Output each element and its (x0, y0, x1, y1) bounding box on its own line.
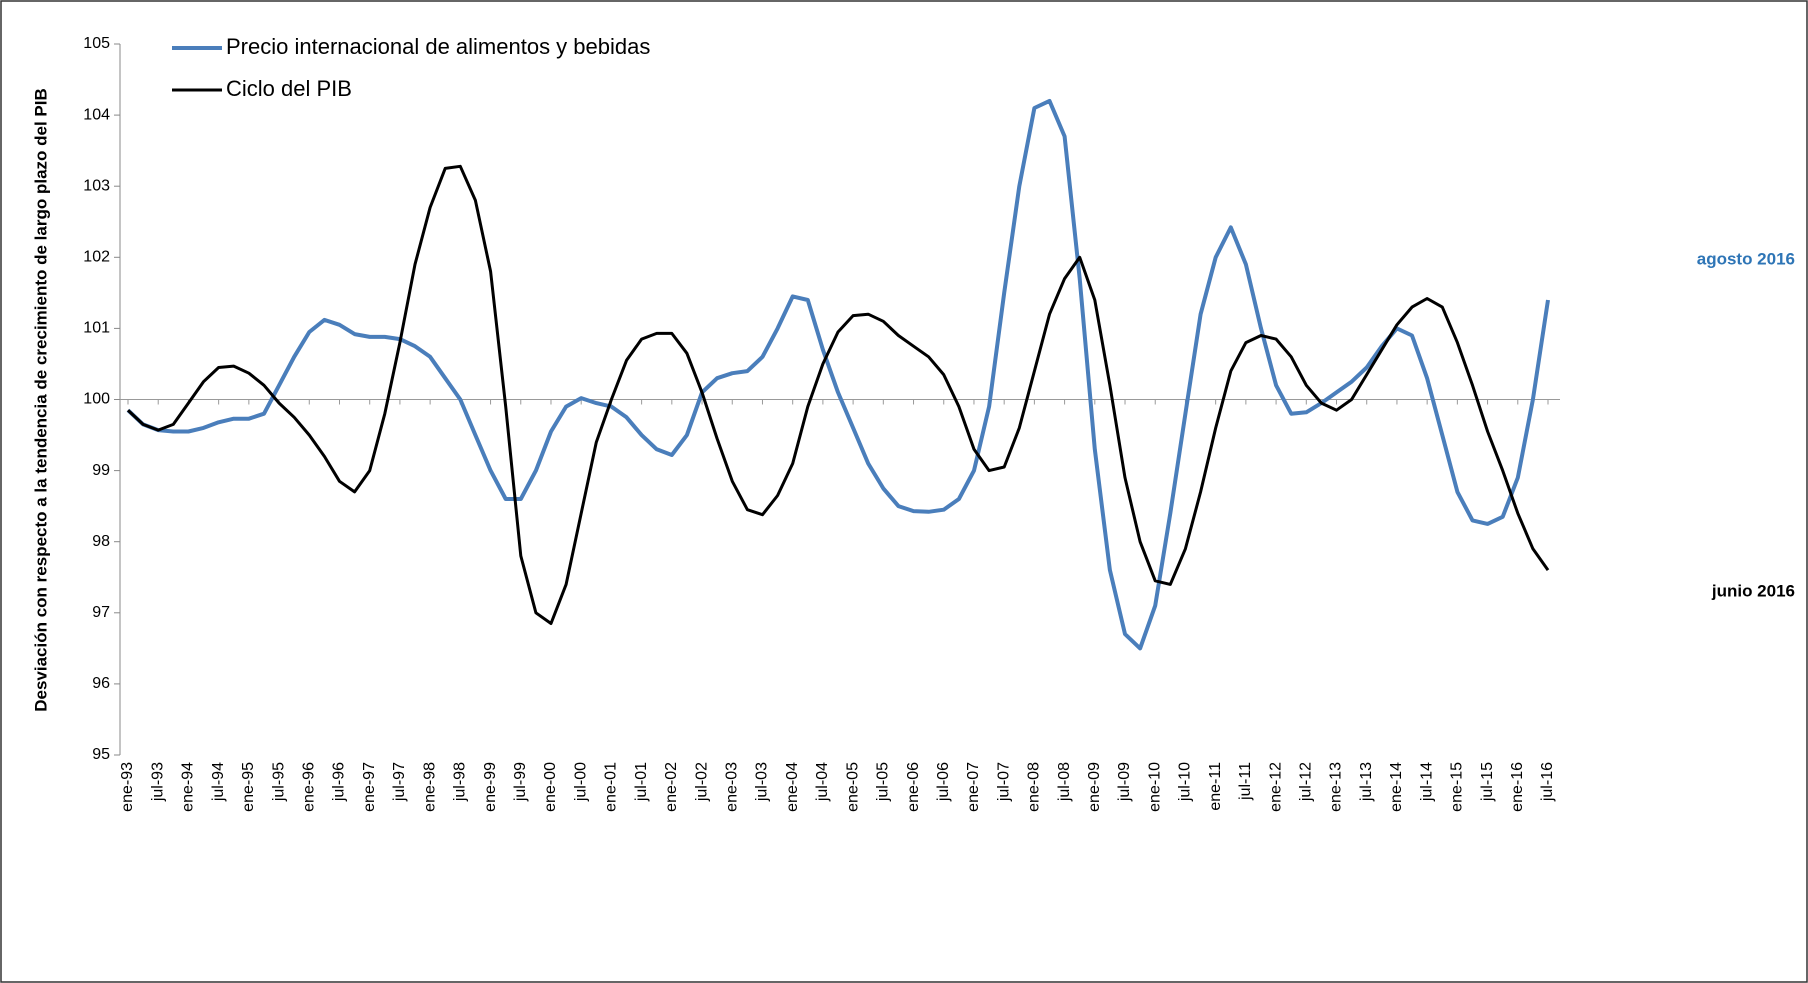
x-tick-label: ene-05 (844, 762, 861, 812)
x-tick-label: ene-01 (603, 762, 620, 812)
x-tick-label: jul-97 (391, 762, 408, 802)
x-tick-label: jul-09 (1116, 762, 1133, 802)
x-tick-label: ene-99 (482, 762, 499, 812)
x-tick-label: ene-08 (1026, 762, 1043, 812)
x-tick-label: ene-11 (1207, 762, 1224, 811)
x-tick-label: ene-96 (300, 762, 317, 812)
x-tick-label: jul-12 (1298, 762, 1315, 802)
y-tick-label: 102 (83, 249, 110, 266)
x-tick-label: jul-13 (1358, 762, 1375, 802)
x-tick-label: jul-95 (270, 762, 287, 802)
x-tick-label: jul-96 (331, 762, 348, 802)
x-tick-label: ene-93 (119, 762, 136, 812)
x-tick-label: ene-16 (1509, 762, 1526, 812)
x-tick-label: ene-95 (240, 762, 257, 812)
x-tick-label: jul-04 (814, 762, 831, 802)
x-tick-label: jul-08 (1056, 762, 1073, 802)
x-tick-label: ene-03 (723, 762, 740, 812)
x-tick-label: jul-00 (572, 762, 589, 802)
x-tick-label: jul-11 (1237, 762, 1254, 801)
legend-label: Ciclo del PIB (226, 76, 352, 101)
x-tick-label: ene-98 (421, 762, 438, 812)
x-tick-label: ene-94 (180, 762, 197, 812)
x-tick-label: ene-00 (542, 762, 559, 812)
x-tick-label: ene-12 (1267, 762, 1284, 812)
x-tick-label: jul-02 (693, 762, 710, 802)
y-tick-label: 99 (92, 462, 110, 479)
x-tick-label: jul-15 (1479, 762, 1496, 802)
y-tick-label: 100 (83, 391, 110, 408)
annotation: agosto 2016 (1697, 249, 1795, 268)
x-tick-label: ene-13 (1328, 762, 1345, 812)
x-tick-label: jul-14 (1418, 762, 1435, 802)
x-tick-label: jul-03 (754, 762, 771, 802)
x-tick-label: jul-94 (210, 762, 227, 802)
x-tick-label: jul-07 (995, 762, 1012, 802)
x-tick-label: jul-10 (1177, 762, 1194, 802)
y-tick-label: 95 (92, 746, 110, 763)
series-line (126, 164, 1550, 625)
y-tick-label: 101 (83, 320, 110, 337)
x-tick-label: ene-06 (905, 762, 922, 812)
x-tick-label: jul-93 (149, 762, 166, 802)
y-tick-label: 105 (83, 35, 110, 52)
x-tick-label: jul-99 (512, 762, 529, 802)
x-tick-label: ene-10 (1146, 762, 1163, 812)
y-axis-label: Desviación con respecto a la tendencia d… (31, 88, 50, 712)
x-tick-label: jul-06 (935, 762, 952, 802)
annotation: junio 2016 (1711, 581, 1795, 600)
x-tick-label: jul-01 (633, 762, 650, 802)
x-tick-label: jul-98 (452, 762, 469, 802)
x-tick-label: jul-05 (875, 762, 892, 802)
legend-label: Precio internacional de alimentos y bebi… (226, 34, 650, 59)
x-tick-label: ene-07 (965, 762, 982, 812)
x-tick-label: jul-16 (1539, 762, 1556, 802)
y-tick-label: 103 (83, 177, 110, 194)
x-tick-label: ene-02 (663, 762, 680, 812)
y-tick-label: 104 (83, 106, 110, 123)
x-tick-label: ene-97 (361, 762, 378, 812)
series-line (126, 98, 1550, 651)
x-tick-label: ene-09 (1086, 762, 1103, 812)
x-tick-label: ene-14 (1388, 762, 1405, 812)
y-tick-label: 98 (92, 533, 110, 550)
y-tick-label: 97 (92, 604, 110, 621)
x-tick-label: ene-04 (784, 762, 801, 812)
x-tick-label: ene-15 (1449, 762, 1466, 812)
y-tick-label: 96 (92, 675, 110, 692)
